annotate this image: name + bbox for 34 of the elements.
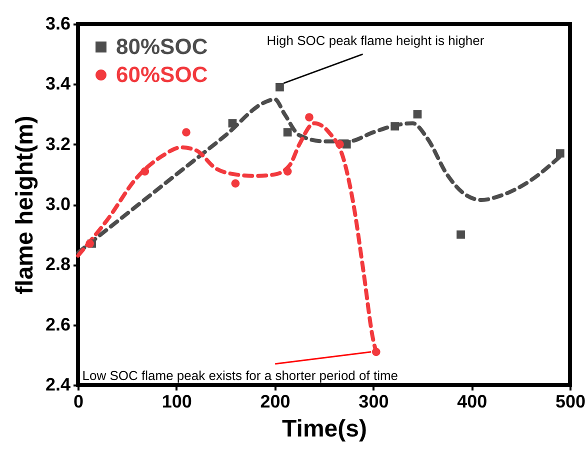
point [556, 149, 564, 158]
annotation: High SOC peak flame height is higher [266, 33, 485, 48]
point [140, 167, 150, 176]
x-tick-label: 0 [73, 392, 84, 412]
x-tick-label: 200 [260, 392, 290, 412]
point [231, 179, 240, 188]
y-tick-label: 3.4 [45, 74, 70, 94]
point [283, 167, 292, 176]
x-tick-label: 500 [555, 392, 586, 412]
y-tick-label: 3.6 [45, 14, 70, 34]
point [276, 82, 284, 92]
y-axis-title: flame height(m) [11, 116, 38, 294]
point [390, 122, 400, 130]
point [182, 128, 190, 136]
point [413, 110, 422, 118]
point [283, 128, 292, 136]
x-tick-label: 300 [358, 392, 389, 412]
y-tick-label: 2.8 [45, 254, 70, 274]
x-tick-label: 400 [457, 392, 488, 412]
y-tick-label: 3.2 [45, 134, 70, 154]
legend-label: 60%SOC [116, 62, 208, 87]
y-tick-label: 2.6 [45, 314, 70, 334]
y-tick-label: 3.0 [45, 194, 70, 214]
point [228, 119, 237, 128]
y-tick-label: 2.4 [45, 374, 70, 394]
point [342, 140, 351, 149]
point [336, 140, 344, 149]
point [372, 348, 380, 356]
legend-label: 80%SOC [116, 34, 208, 59]
x-axis-title: Time(s) [282, 416, 367, 442]
point [456, 230, 465, 239]
x-tick-label: 100 [162, 392, 192, 412]
annotation: Low SOC flame peak exists for a shorter period of time [82, 368, 398, 383]
point [305, 113, 314, 122]
